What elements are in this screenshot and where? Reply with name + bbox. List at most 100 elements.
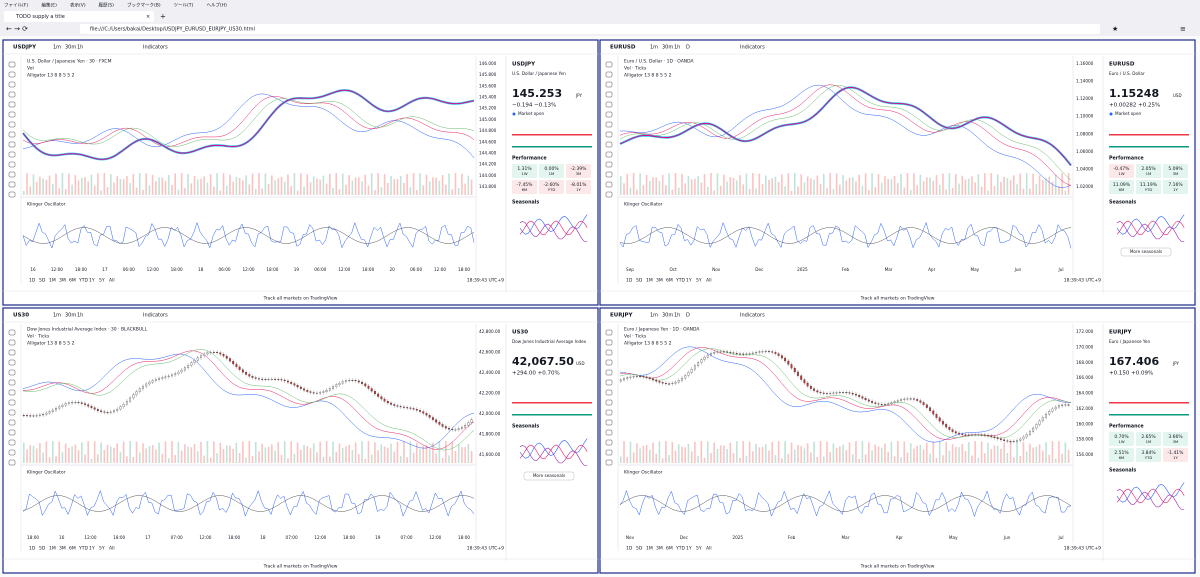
tab-close[interactable]: ×	[146, 14, 150, 20]
menu-item[interactable]: 編集(E)	[42, 2, 58, 9]
range-button[interactable]: 1M	[49, 278, 56, 284]
drawing-tool[interactable]	[8, 81, 16, 88]
drawing-tool[interactable]	[605, 121, 613, 128]
symbol-search[interactable]: EURUSD	[610, 45, 636, 51]
range-button[interactable]: YTD	[675, 546, 685, 552]
drawing-tool[interactable]	[605, 409, 613, 416]
range-button[interactable]: 1Y	[89, 278, 95, 284]
drawing-tool[interactable]	[8, 359, 16, 366]
range-button[interactable]: 6M	[69, 278, 76, 284]
menu-item[interactable]: ヘルプ(H)	[207, 3, 228, 9]
interval-button[interactable]: 30m	[65, 45, 76, 51]
interval-button[interactable]: D	[686, 45, 690, 51]
drawing-tool[interactable]	[605, 459, 613, 466]
drawing-tool[interactable]	[8, 379, 16, 386]
footer-link[interactable]: Track all markets on TradingView	[860, 296, 935, 302]
drawing-tool[interactable]	[605, 419, 613, 426]
drawing-tool[interactable]	[605, 71, 613, 78]
interval-button[interactable]: 1h	[77, 313, 83, 319]
range-button[interactable]: 1Y	[89, 546, 95, 552]
drawing-tool[interactable]	[8, 111, 16, 118]
symbol-search[interactable]: US30	[13, 313, 29, 319]
drawing-tool[interactable]	[8, 121, 16, 128]
drawing-tool[interactable]	[8, 439, 16, 446]
interval-button[interactable]: 1m	[53, 313, 61, 319]
range-button[interactable]: 1D	[626, 546, 633, 552]
interval-button[interactable]: 1h	[674, 45, 680, 51]
menu-button[interactable]: ≡	[1180, 25, 1186, 33]
drawing-tool[interactable]	[8, 71, 16, 78]
interval-button[interactable]: 1m	[53, 45, 61, 51]
range-button[interactable]: All	[706, 546, 712, 552]
range-button[interactable]: 1D	[29, 278, 36, 284]
drawing-tool[interactable]	[605, 191, 613, 198]
range-button[interactable]: 1D	[29, 546, 36, 552]
drawing-tool[interactable]	[8, 339, 16, 346]
interval-button[interactable]: 30m	[662, 313, 673, 319]
drawing-tool[interactable]	[8, 419, 16, 426]
range-button[interactable]: All	[109, 546, 115, 552]
drawing-tool[interactable]	[8, 459, 16, 466]
menu-item[interactable]: ファイル(F)	[4, 3, 28, 9]
interval-button[interactable]: 30m	[65, 313, 76, 319]
range-button[interactable]: 1Y	[686, 278, 692, 284]
range-button[interactable]: 5Y	[99, 278, 105, 284]
drawing-tool[interactable]	[605, 161, 613, 168]
drawing-tool[interactable]	[8, 131, 16, 138]
range-button[interactable]: 3M	[59, 278, 66, 284]
drawing-tool[interactable]	[8, 329, 16, 336]
range-button[interactable]: All	[706, 278, 712, 284]
interval-button[interactable]: 1h	[77, 45, 83, 51]
range-button[interactable]: YTD	[78, 546, 88, 552]
indicators-button[interactable]: Indicators	[143, 45, 168, 51]
drawing-tool[interactable]	[8, 369, 16, 376]
range-button[interactable]: 6M	[69, 546, 76, 552]
interval-button[interactable]: 1m	[650, 45, 658, 51]
symbol-search[interactable]: USDJPY	[13, 45, 37, 51]
menu-item[interactable]: ツール(T)	[174, 3, 194, 9]
range-button[interactable]: 1M	[646, 278, 653, 284]
drawing-tool[interactable]	[8, 399, 16, 406]
range-button[interactable]: 1D	[626, 278, 633, 284]
drawing-tool[interactable]	[605, 151, 613, 158]
indicators-button[interactable]: Indicators	[740, 313, 765, 319]
range-button[interactable]: 5Y	[99, 546, 105, 552]
drawing-tool[interactable]	[605, 429, 613, 436]
interval-button[interactable]: 1h	[674, 313, 680, 319]
drawing-tool[interactable]	[8, 91, 16, 98]
range-button[interactable]: 3M	[59, 546, 66, 552]
indicators-button[interactable]: Indicators	[143, 313, 168, 319]
drawing-tool[interactable]	[8, 191, 16, 198]
range-button[interactable]: 6M	[666, 546, 673, 552]
range-button[interactable]: 6M	[666, 278, 673, 284]
drawing-tool[interactable]	[8, 349, 16, 356]
drawing-tool[interactable]	[605, 399, 613, 406]
drawing-tool[interactable]	[605, 91, 613, 98]
range-button[interactable]: 5Y	[696, 546, 702, 552]
range-button[interactable]: 5D	[636, 546, 643, 552]
drawing-tool[interactable]	[8, 61, 16, 68]
menu-item[interactable]: ブックマーク(B)	[127, 2, 161, 9]
drawing-tool[interactable]	[8, 429, 16, 436]
drawing-tool[interactable]	[605, 359, 613, 366]
drawing-tool[interactable]	[8, 409, 16, 416]
range-button[interactable]: 3M	[656, 546, 663, 552]
drawing-tool[interactable]	[605, 379, 613, 386]
drawing-tool[interactable]	[605, 369, 613, 376]
footer-link[interactable]: Track all markets on TradingView	[263, 564, 338, 570]
tab[interactable]	[4, 11, 154, 22]
menu-item[interactable]: 履歴(S)	[99, 3, 115, 9]
drawing-tool[interactable]	[605, 171, 613, 178]
drawing-tool[interactable]	[8, 171, 16, 178]
range-button[interactable]: 5D	[636, 278, 643, 284]
drawing-tool[interactable]	[8, 141, 16, 148]
range-button[interactable]: 1Y	[686, 546, 692, 552]
symbol-search[interactable]: EURJPY	[610, 313, 634, 319]
drawing-tool[interactable]	[605, 181, 613, 188]
range-button[interactable]: 1M	[646, 546, 653, 552]
drawing-tool[interactable]	[605, 131, 613, 138]
range-button[interactable]: 3M	[656, 278, 663, 284]
range-button[interactable]: 5D	[39, 546, 46, 552]
drawing-tool[interactable]	[605, 449, 613, 456]
interval-button[interactable]: 30m	[662, 45, 673, 51]
